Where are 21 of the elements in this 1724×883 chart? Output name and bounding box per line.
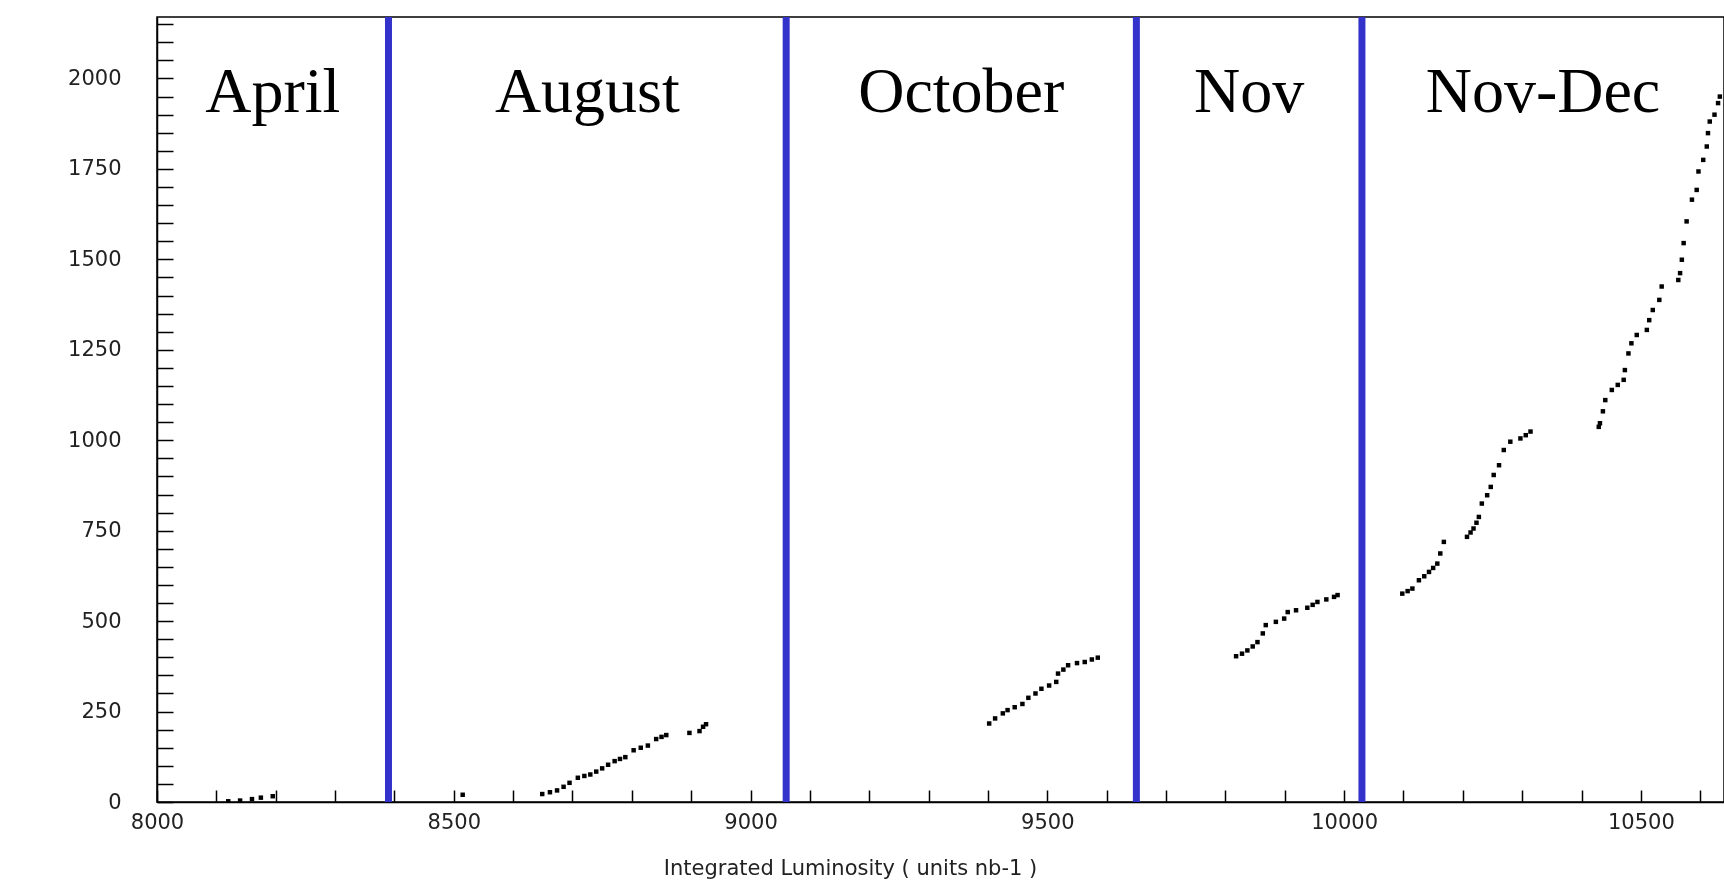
y-tick-label: 1250 (68, 337, 122, 362)
x-tick-label: 9000 (724, 809, 778, 834)
annotation: October (858, 55, 1065, 126)
x-tick-label: 8000 (130, 809, 185, 834)
annotation: Nov-Dec (1425, 55, 1661, 126)
y-tick-label: 250 (81, 699, 122, 724)
y-tick-label: 1000 (68, 427, 122, 452)
x-tick-label: 9500 (1021, 809, 1075, 834)
annotation: Nov (1194, 55, 1305, 126)
x-tick-label: 10000 (1311, 809, 1379, 834)
annotation: April (205, 55, 341, 126)
y-tick-label: 750 (81, 518, 122, 543)
y-tick-label: 500 (81, 608, 122, 633)
y-tick-label: 1750 (68, 156, 122, 181)
x-axis-title: Integrated Luminosity ( units nb-1 ) (663, 855, 1038, 880)
y-tick-label: 1500 (68, 246, 122, 271)
x-tick-label: 8500 (427, 809, 482, 834)
annotation: August (494, 55, 680, 126)
y-tick-label: 2000 (68, 66, 122, 90)
x-tick-label: 10500 (1608, 809, 1675, 834)
y-tick-label: 0 (108, 789, 122, 814)
